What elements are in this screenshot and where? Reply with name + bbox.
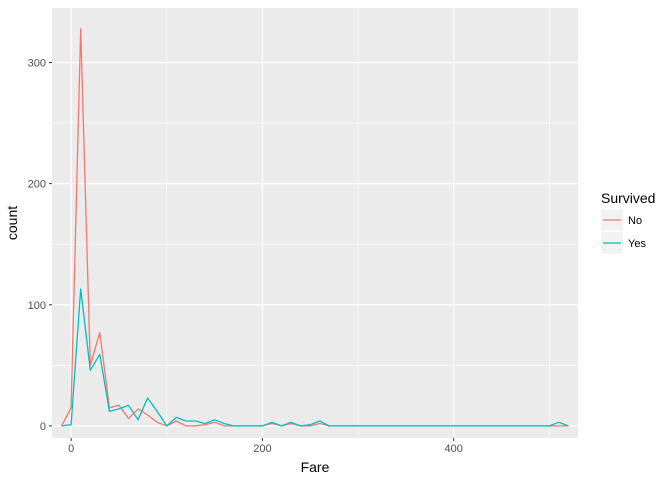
- legend-title: Survived: [601, 190, 655, 206]
- series-lines: [61, 27, 569, 427]
- series-line-yes: [61, 288, 569, 427]
- y-tick-label: 0: [40, 421, 46, 433]
- plot-panel: [52, 8, 578, 438]
- legend-label-yes: Yes: [628, 238, 646, 250]
- legend: Survived No Yes: [601, 190, 655, 254]
- legend-label-no: No: [628, 215, 642, 227]
- x-tick-label: 200: [253, 443, 271, 455]
- x-tick-label: 0: [68, 443, 74, 455]
- y-axis-title: count: [4, 206, 20, 240]
- legend-items: No Yes: [601, 209, 646, 254]
- axes: 0 200 400 0 100 200 300: [28, 58, 463, 455]
- x-tick-label: 400: [444, 443, 462, 455]
- y-tick-label: 100: [28, 300, 46, 312]
- x-axis-title: Fare: [301, 459, 330, 475]
- y-tick-label: 300: [28, 58, 46, 70]
- y-tick-label: 200: [28, 179, 46, 191]
